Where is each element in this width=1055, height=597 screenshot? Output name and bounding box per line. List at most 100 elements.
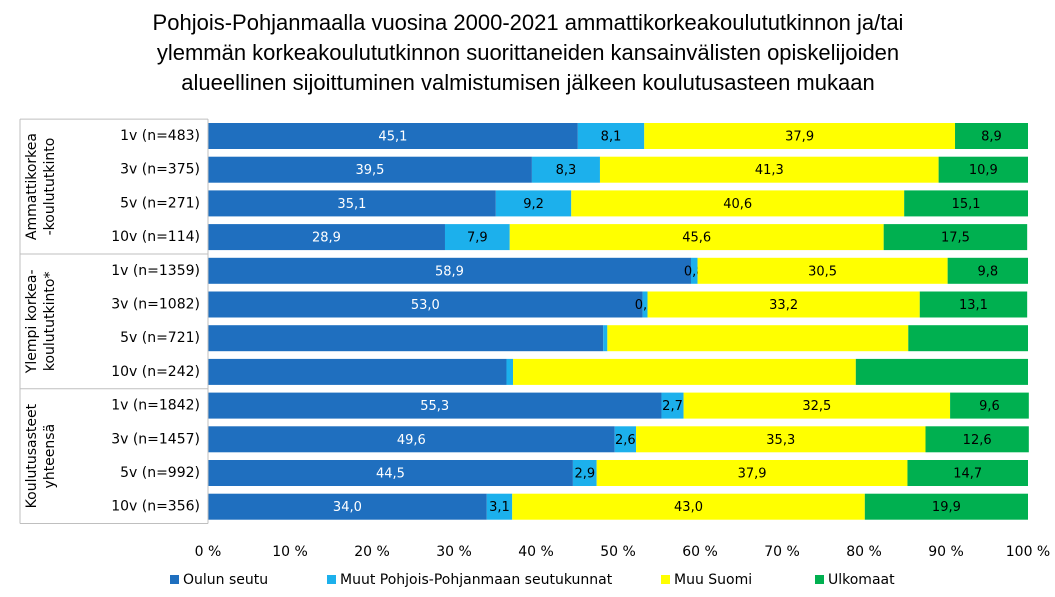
data-label: 30,5 — [808, 264, 837, 279]
bar-segment — [636, 426, 926, 453]
data-label: 33,2 — [769, 298, 798, 313]
data-label: 58,9 — [435, 264, 464, 279]
data-label: 9,2 — [523, 197, 544, 212]
group-label: Koulutusasteet — [24, 403, 40, 508]
group-label: koulututkinto* — [42, 272, 58, 372]
bar-segment — [908, 325, 1028, 352]
bar-segment — [607, 325, 909, 352]
bar-segment — [208, 156, 532, 183]
y-tick-label: 1v (n=483) — [120, 128, 200, 144]
data-label: 8,1 — [601, 130, 622, 145]
bar-segment — [938, 156, 1028, 183]
bar-segment — [208, 224, 445, 251]
x-tick-label: 70 % — [764, 544, 800, 560]
legend-swatch — [815, 575, 824, 584]
y-tick-label: 1v (n=1842) — [111, 398, 200, 414]
y-tick-label: 10v (n=356) — [111, 499, 200, 515]
y-tick-label: 1v (n=1359) — [111, 263, 200, 279]
data-label: 35,1 — [337, 197, 366, 212]
data-label: 3,1 — [489, 500, 510, 515]
data-label: 7,9 — [467, 231, 488, 246]
x-tick-label: 60 % — [682, 544, 718, 560]
legend-label: Muut Pohjois-Pohjanmaan seutukunnat — [340, 572, 613, 588]
bar-segment — [444, 224, 510, 251]
data-label: 45,1 — [378, 130, 407, 145]
data-label: 45,6 — [682, 231, 711, 246]
data-label: 40,6 — [723, 197, 752, 212]
data-label: 8,3 — [556, 163, 577, 178]
y-tick-label: 10v (n=242) — [111, 364, 200, 380]
bar-segment — [855, 358, 1028, 385]
x-tick-label: 40 % — [518, 544, 554, 560]
bar-segment — [661, 392, 684, 419]
bar-segment — [919, 291, 1028, 318]
data-label: 39,5 — [355, 163, 384, 178]
group-label: yhteensä — [42, 424, 58, 489]
bar-segment — [208, 426, 615, 453]
data-label: 28,9 — [312, 231, 341, 246]
bar-segment — [883, 224, 1028, 251]
x-tick-label: 0 % — [195, 544, 222, 560]
bar-segment — [642, 291, 648, 318]
bar-segment — [208, 460, 573, 486]
data-label: 37,9 — [738, 467, 767, 482]
legend-swatch — [170, 575, 179, 584]
bar-segment — [208, 257, 691, 284]
bar-segment — [683, 392, 951, 419]
data-label: 9,8 — [977, 264, 998, 279]
data-label: 19,9 — [932, 500, 961, 515]
bar-segment — [208, 493, 487, 520]
data-label: 32,5 — [802, 399, 831, 414]
legend-swatch — [327, 575, 336, 584]
data-label: 14,7 — [953, 467, 982, 482]
chart-title: alueellinen sijoittuminen valmistumisen … — [181, 70, 874, 95]
bar-segment — [603, 325, 608, 352]
y-tick-label: 3v (n=375) — [120, 162, 200, 178]
bar-segment — [577, 123, 645, 149]
bar-segment — [208, 358, 507, 385]
bar-segment — [904, 190, 1028, 217]
bar-segment — [697, 257, 948, 284]
bar-segment — [925, 426, 1029, 453]
legend-swatch — [661, 575, 670, 584]
data-label: 8,9 — [981, 130, 1002, 145]
data-label: 12,6 — [963, 433, 992, 448]
group-label: Ammattikorkea — [24, 133, 40, 240]
group-label: Ylempi korkea- — [24, 269, 40, 374]
bar-segment — [644, 123, 956, 149]
bar-segment — [572, 460, 597, 486]
bar-segment — [599, 156, 939, 183]
x-tick-label: 10 % — [272, 544, 308, 560]
bar-segment — [512, 493, 865, 520]
bar-segment — [907, 460, 1028, 486]
bar-segment — [208, 392, 662, 419]
bar-segment — [513, 358, 856, 385]
bar-segment — [531, 156, 600, 183]
y-tick-label: 5v (n=992) — [120, 465, 200, 481]
data-label: 2,6 — [615, 433, 636, 448]
chart-title: Pohjois-Pohjanmaalla vuosina 2000-2021 a… — [153, 10, 904, 35]
bar-segment — [947, 257, 1028, 284]
bar-segment — [596, 460, 908, 486]
data-label: 13,1 — [959, 298, 988, 313]
data-label: 17,5 — [941, 231, 970, 246]
x-tick-label: 100 % — [1006, 544, 1050, 560]
y-tick-label: 5v (n=721) — [120, 330, 200, 346]
bar-segment — [614, 426, 637, 453]
data-label: 41,3 — [755, 163, 784, 178]
y-tick-label: 3v (n=1457) — [111, 431, 200, 447]
data-label: 44,5 — [376, 467, 405, 482]
x-tick-label: 90 % — [928, 544, 964, 560]
bar-segment — [506, 358, 514, 385]
bar-segment — [955, 123, 1028, 149]
x-tick-label: 50 % — [600, 544, 636, 560]
bar-segment — [864, 493, 1028, 520]
data-label: 34,0 — [333, 500, 362, 515]
bar-segment — [486, 493, 513, 520]
bar-segment — [509, 224, 884, 251]
data-label: 43,0 — [674, 500, 703, 515]
y-tick-label: 3v (n=1082) — [111, 297, 200, 313]
data-label: 2,7 — [662, 399, 683, 414]
bar-segment — [208, 190, 496, 217]
